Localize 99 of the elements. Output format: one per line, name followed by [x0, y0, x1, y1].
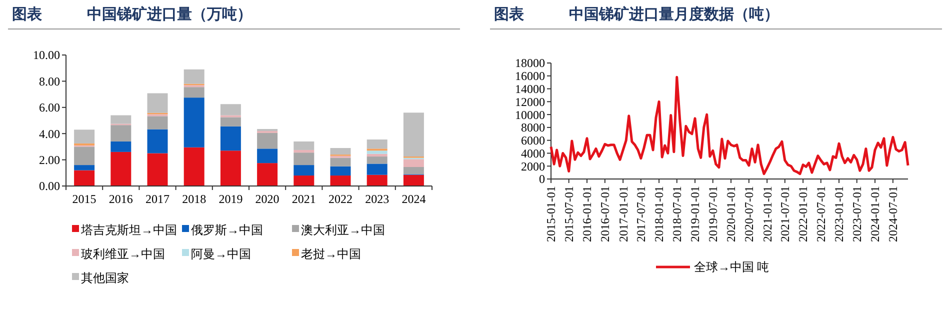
x-tick-label: 2015 [72, 192, 96, 206]
x-tick-label: 2024 [402, 192, 426, 206]
bar [184, 98, 204, 148]
x-tick-label: 2021 [292, 192, 316, 206]
bar [184, 69, 204, 84]
x-tick-label: 2022 [328, 192, 352, 206]
y-tick-label: 18000 [515, 56, 545, 70]
bar [110, 125, 132, 142]
chart-title: 图表 中国锑矿进口量（万吨） [12, 5, 252, 23]
x-tick-label: 2020 [255, 192, 280, 206]
x-tick-label: 2024-01-01 [868, 186, 882, 242]
x-tick-label: 2017 [146, 192, 170, 206]
legend-label: 全球→中国 吨 [694, 260, 769, 274]
bar [294, 150, 314, 153]
y-tick-label: 10.00 [33, 48, 60, 62]
y-tick-label: 8.00 [39, 74, 60, 88]
legend-label: 俄罗斯→中国 [191, 223, 263, 238]
bar [147, 116, 168, 130]
bar [403, 167, 424, 174]
y-tick-label: 4.00 [39, 126, 60, 141]
legend-label: 阿曼→中国 [191, 247, 251, 262]
bar [74, 130, 95, 144]
bar [110, 152, 132, 186]
bar [294, 176, 314, 186]
legend-label: 塔吉克斯坦→中国 [80, 223, 177, 238]
bar [74, 165, 95, 170]
bar [366, 139, 388, 149]
bar [257, 132, 278, 149]
x-tick-label: 2023-01-01 [832, 186, 846, 242]
x-tick-label: 2019-01-01 [688, 186, 702, 242]
bar [366, 150, 388, 154]
bar [330, 166, 351, 176]
bar [220, 104, 241, 116]
x-tick-label: 2017-07-01 [634, 186, 648, 242]
x-tick-label: 2018-01-01 [652, 186, 666, 242]
bar [220, 117, 241, 126]
bar [74, 146, 95, 166]
bar [184, 87, 204, 98]
x-tick-label: 2020-01-01 [724, 186, 738, 242]
chart-title: 图表 中国锑矿进口量月度数据（吨） [494, 5, 779, 23]
x-tick-label: 2020-07-01 [742, 186, 756, 242]
bar [220, 126, 241, 151]
bar [366, 156, 388, 164]
bar [184, 147, 204, 186]
y-tick-label: 6000 [521, 134, 545, 148]
x-tick-label: 2022-07-01 [814, 186, 828, 242]
bar [330, 158, 351, 166]
bar [294, 165, 314, 176]
bar [147, 129, 168, 154]
bar [403, 174, 424, 186]
x-tick-label: 2018-07-01 [670, 186, 684, 242]
bar [403, 159, 424, 168]
bar [147, 153, 168, 186]
bar [294, 141, 314, 150]
bar [110, 115, 132, 124]
x-tick-label: 2015-01-01 [544, 186, 558, 242]
x-tick-label: 2019 [218, 192, 243, 206]
bar [366, 164, 388, 175]
y-tick-label: 0.00 [39, 179, 60, 194]
x-tick-label: 2019-07-01 [706, 186, 720, 242]
bar [147, 93, 168, 113]
line-series [550, 76, 910, 176]
x-tick-label: 2015-07-01 [562, 186, 576, 242]
legend-label: 其他国家 [81, 271, 129, 286]
y-tick-label: 2.00 [39, 153, 60, 167]
y-tick-label: 2000 [521, 159, 545, 174]
legend-label: 澳大利亚→中国 [301, 223, 385, 238]
bar [403, 112, 424, 157]
bar [330, 148, 351, 155]
bar [257, 148, 278, 164]
y-tick-label: 6.00 [39, 100, 60, 115]
x-tick-label: 2024-07-01 [886, 186, 900, 242]
bar [294, 152, 314, 166]
x-tick-label: 2023-07-01 [850, 186, 864, 242]
x-tick-label: 2016-01-01 [580, 186, 594, 242]
bar [366, 174, 388, 186]
y-tick-label: 8000 [521, 120, 545, 135]
y-tick-label: 4000 [521, 146, 545, 160]
x-tick-label: 2017-01-01 [616, 186, 630, 242]
x-tick-label: 2016 [108, 192, 133, 206]
x-tick-label: 2021-01-01 [760, 186, 774, 242]
bar [366, 154, 388, 157]
legend-label: 老挝→中国 [301, 247, 361, 262]
legend-label: 玻利维亚→中国 [81, 247, 165, 262]
x-tick-label: 2022-01-01 [796, 186, 810, 242]
x-tick-label: 2021-07-01 [778, 186, 792, 242]
bar [220, 150, 241, 186]
bar [330, 176, 351, 186]
bar [110, 141, 132, 152]
y-tick-label: 0 [539, 172, 545, 186]
y-tick-label: 10000 [515, 108, 545, 122]
y-tick-label: 14000 [515, 82, 545, 96]
x-tick-label: 2018 [182, 192, 206, 206]
y-tick-label: 16000 [515, 69, 545, 84]
y-tick-label: 12000 [515, 94, 545, 109]
x-tick-label: 2023 [365, 192, 390, 206]
x-tick-label: 2016-07-01 [598, 186, 612, 242]
bar [74, 170, 95, 186]
bar [257, 163, 278, 186]
